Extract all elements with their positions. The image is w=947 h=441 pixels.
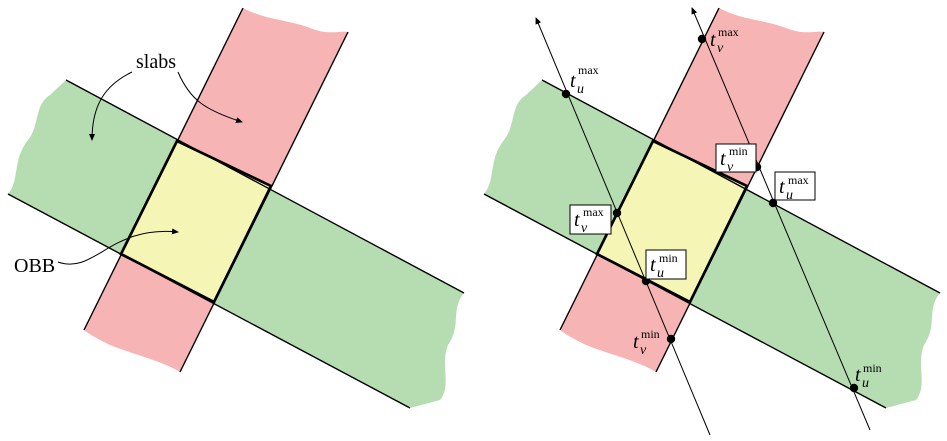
point-tu-max-1	[561, 89, 571, 99]
svg-text:v: v	[717, 41, 724, 56]
left-panel: slabs OBB	[7, 7, 465, 409]
svg-text:max: max	[578, 63, 599, 77]
point-tv-min-1	[666, 334, 676, 344]
point-tv-max-1	[612, 208, 622, 218]
svg-text:t: t	[710, 29, 716, 51]
ray-2	[691, 7, 871, 431]
svg-text:min: min	[641, 327, 660, 341]
svg-text:u: u	[786, 188, 793, 203]
ray-1	[535, 17, 711, 436]
svg-text:max: max	[583, 205, 604, 219]
svg-text:v: v	[640, 343, 647, 358]
svg-text:u: u	[577, 82, 584, 97]
svg-text:max: max	[718, 25, 739, 39]
point-tu-max-2	[768, 198, 778, 208]
svg-text:t: t	[779, 176, 785, 198]
svg-text:min: min	[863, 361, 882, 375]
svg-text:t: t	[650, 254, 656, 276]
svg-text:t: t	[633, 331, 639, 353]
svg-text:t: t	[570, 70, 576, 92]
label-tu-min-1: t u min	[645, 249, 687, 281]
label-tv-min-1: t v min	[633, 327, 660, 358]
right-panel: t u max t v max t v min t u max t v	[483, 7, 941, 436]
svg-text:min: min	[729, 144, 748, 158]
point-tu-min-2	[849, 383, 859, 393]
slabs-arrow-green	[89, 71, 133, 141]
svg-text:t: t	[720, 148, 726, 170]
svg-text:t: t	[855, 364, 861, 386]
svg-text:v: v	[581, 221, 588, 236]
svg-text:u: u	[657, 266, 664, 281]
svg-text:u: u	[862, 376, 869, 391]
label-tu-max-1: t u max	[570, 63, 599, 97]
slabs-label: slabs	[136, 51, 176, 73]
slabs-arrow-red	[177, 71, 243, 124]
svg-text:max: max	[788, 173, 809, 187]
label-tv-max-1: t v max	[569, 204, 612, 236]
obb-label: OBB	[14, 255, 55, 277]
obb-arrow	[57, 228, 179, 265]
label-tv-min-2: t v min	[715, 143, 757, 175]
point-tv-max-2	[697, 34, 707, 44]
intersection-points	[561, 34, 859, 393]
label-tu-max-2: t u max	[774, 171, 816, 203]
svg-text:v: v	[727, 160, 734, 175]
svg-text:t: t	[574, 209, 580, 231]
label-tu-min-2: t u min	[855, 361, 882, 391]
svg-text:min: min	[659, 251, 678, 265]
label-tv-max-2: t v max	[710, 25, 739, 56]
